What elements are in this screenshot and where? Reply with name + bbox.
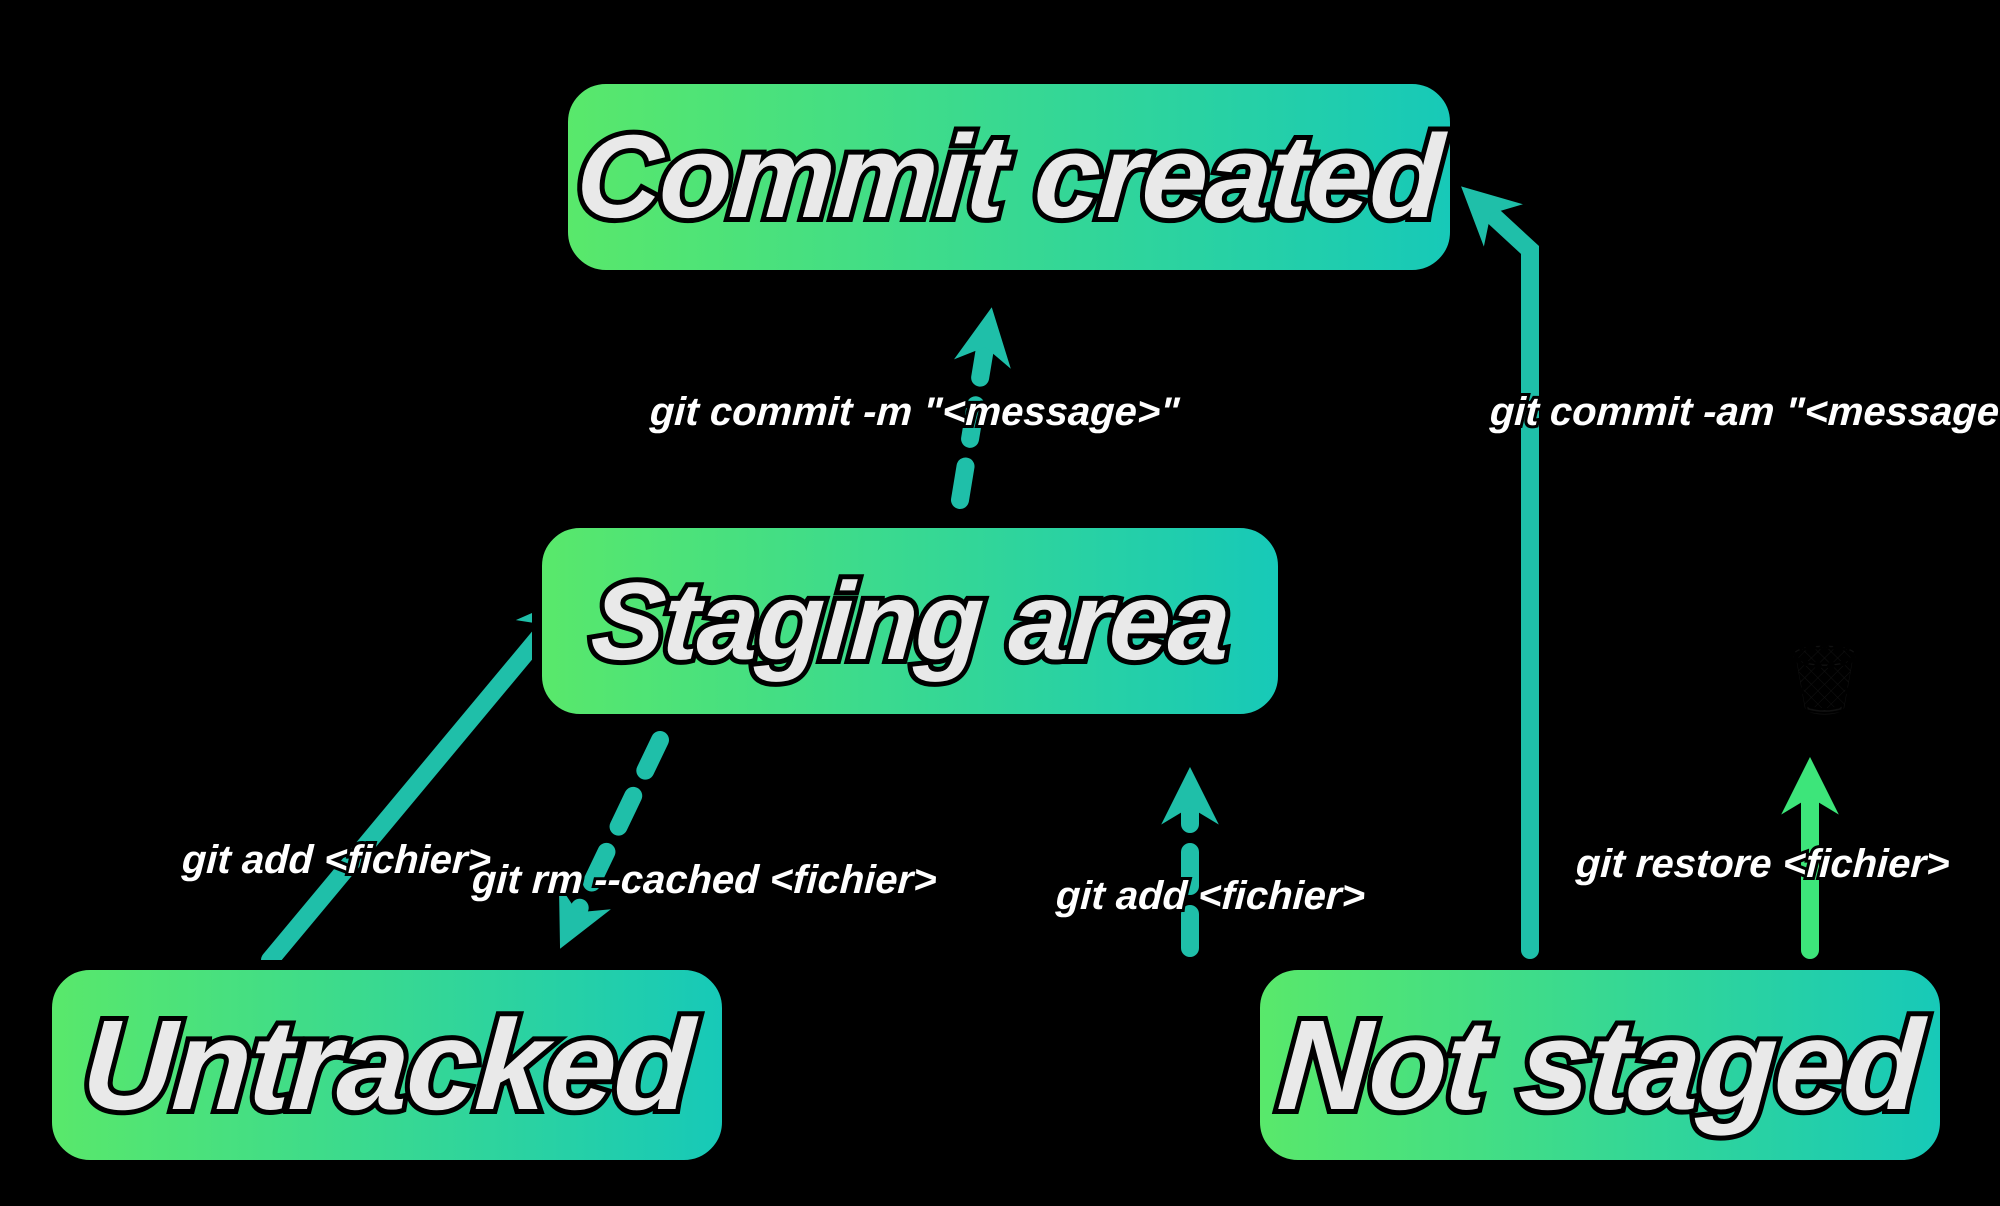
edge-label-notstaged-to-staging: git add <fichier> (1055, 874, 1366, 919)
node-label: Not staged (1274, 992, 1926, 1139)
git-states-diagram: Commit created Staging area Untracked No… (0, 0, 2000, 1206)
edge-notstaged-to-commit (1478, 202, 1530, 950)
edge-untracked-to-staging (270, 612, 560, 960)
edge-label-staging-to-untracked: git rm --cached <fichier> (471, 858, 938, 903)
node-commit-created: Commit created (558, 74, 1460, 280)
node-staging-area: Staging area (532, 518, 1288, 724)
trash-icon: 🗑 (1780, 640, 1869, 722)
node-untracked: Untracked (42, 960, 732, 1170)
node-label: Commit created (572, 109, 1445, 245)
edge-label-notstaged-to-trash: git restore <fichier> (1575, 842, 1951, 887)
node-label: Staging area (587, 558, 1232, 685)
node-label: Untracked (78, 992, 696, 1139)
edge-label-untracked-to-staging: git add <fichier> (181, 838, 492, 883)
edge-label-staging-to-commit: git commit -m "<message>" (649, 390, 1181, 435)
edge-label-notstaged-to-commit: git commit -am "<message>" (1489, 390, 2000, 435)
node-not-staged: Not staged (1250, 960, 1950, 1170)
